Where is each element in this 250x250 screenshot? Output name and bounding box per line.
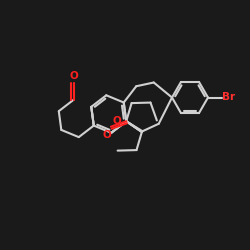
Text: O: O (112, 116, 121, 126)
Text: Br: Br (222, 92, 235, 102)
Text: O: O (103, 130, 112, 140)
Text: O: O (70, 71, 78, 81)
